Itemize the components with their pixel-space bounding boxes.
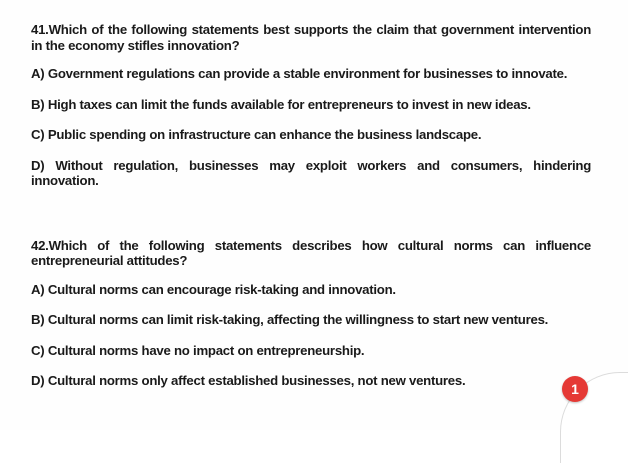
notification-badge[interactable]: 1 — [562, 376, 588, 402]
q42-option-c: C) Cultural norms have no impact on entr… — [31, 342, 365, 358]
question-separator — [31, 204, 591, 238]
document-page: 41.Which of the following statements bes… — [31, 22, 628, 463]
question-41-text: 41.Which of the following statements bes… — [31, 22, 591, 53]
q42-option-a: A) Cultural norms can encourage risk-tak… — [31, 281, 396, 297]
q42-option-b: B) Cultural norms can limit risk-taking,… — [31, 312, 549, 327]
q41-option-a: A) Government regulations can provide a … — [31, 66, 568, 81]
q42-option-d: D) Cultural norms only affect establishe… — [31, 373, 466, 388]
question-42-text: 42.Which of the following statements des… — [31, 237, 591, 269]
q41-option-c: C) Public spending on infrastructure can… — [31, 127, 482, 142]
q41-option-d: D) Without regulation, businesses may ex… — [31, 157, 591, 189]
document-content: 41.Which of the following statements bes… — [31, 22, 591, 404]
q41-option-b: B) High taxes can limit the funds availa… — [31, 96, 531, 112]
